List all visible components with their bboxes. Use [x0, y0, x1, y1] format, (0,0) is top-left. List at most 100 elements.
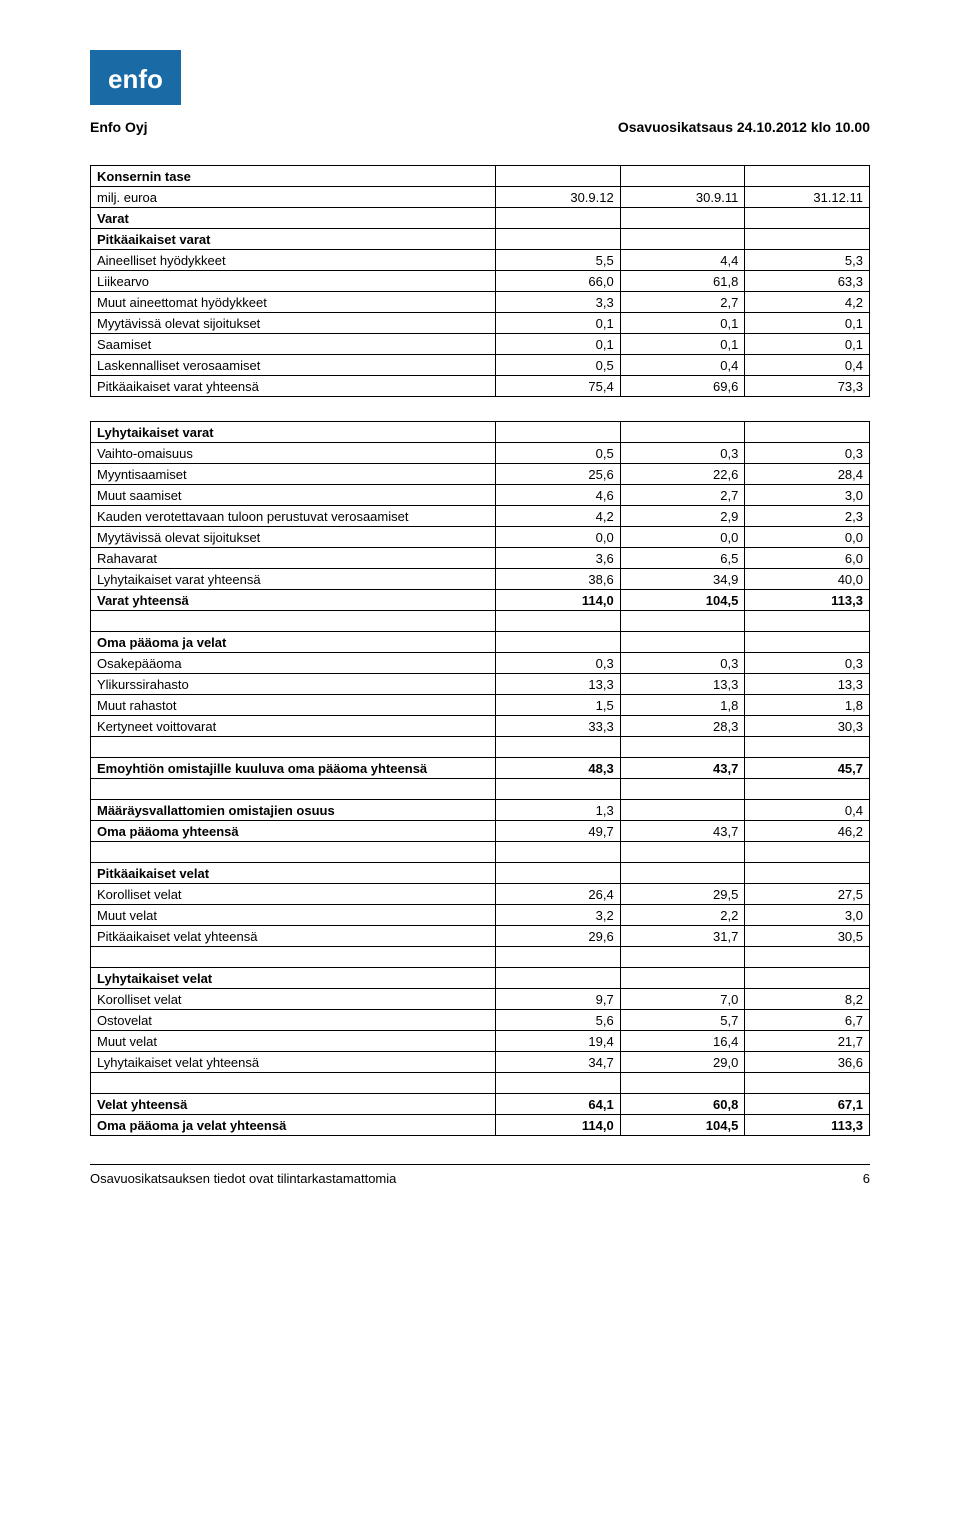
cell: 114,0 — [496, 1115, 621, 1136]
cell: 0,1 — [620, 313, 745, 334]
cell: 113,3 — [745, 590, 870, 611]
cell: 29,5 — [620, 884, 745, 905]
cell: 5,5 — [496, 250, 621, 271]
cell: 3,6 — [496, 548, 621, 569]
logo: enfo — [90, 50, 181, 105]
cell: 0,4 — [745, 800, 870, 821]
table-row — [91, 1073, 870, 1094]
row-label: Ylikurssirahasto — [91, 674, 496, 695]
row-label: Pitkäaikaiset velat yhteensä — [91, 926, 496, 947]
row-label: Rahavarat — [91, 548, 496, 569]
cell: 69,6 — [620, 376, 745, 397]
cell: 0,0 — [496, 527, 621, 548]
section-header: Lyhytaikaiset varat — [91, 422, 496, 443]
cell: 0,1 — [496, 313, 621, 334]
cell: 28,3 — [620, 716, 745, 737]
cell: 40,0 — [745, 569, 870, 590]
cell: 27,5 — [745, 884, 870, 905]
cell: 8,2 — [745, 989, 870, 1010]
row-label: Myyntisaamiset — [91, 464, 496, 485]
cell: 0,1 — [496, 334, 621, 355]
cell: 16,4 — [620, 1031, 745, 1052]
cell: 22,6 — [620, 464, 745, 485]
table-row: Aineelliset hyödykkeet 5,5 4,4 5,3 — [91, 250, 870, 271]
cell: 3,0 — [745, 905, 870, 926]
subtitle: milj. euroa — [91, 187, 496, 208]
cell: 5,6 — [496, 1010, 621, 1031]
cell — [620, 800, 745, 821]
cell: 0,3 — [745, 653, 870, 674]
cell: 4,4 — [620, 250, 745, 271]
table-row: Osakepääoma0,30,30,3 — [91, 653, 870, 674]
table-row: Korolliset velat9,77,08,2 — [91, 989, 870, 1010]
cell: 43,7 — [620, 821, 745, 842]
cell: 2,2 — [620, 905, 745, 926]
cell: 13,3 — [496, 674, 621, 695]
col-header: 30.9.12 — [496, 187, 621, 208]
cell: 5,7 — [620, 1010, 745, 1031]
cell: 3,2 — [496, 905, 621, 926]
section-header: Varat — [91, 208, 496, 229]
cell: 30,3 — [745, 716, 870, 737]
cell: 13,3 — [620, 674, 745, 695]
cell: 4,2 — [745, 292, 870, 313]
row-label: Myytävissä olevat sijoitukset — [91, 527, 496, 548]
table-row: Korolliset velat26,429,527,5 — [91, 884, 870, 905]
cell: 46,2 — [745, 821, 870, 842]
cell: 3,3 — [496, 292, 621, 313]
table-row: Vaihto-omaisuus0,50,30,3 — [91, 443, 870, 464]
cell: 104,5 — [620, 590, 745, 611]
table-row: Pitkäaikaiset varat — [91, 229, 870, 250]
cell: 63,3 — [745, 271, 870, 292]
table-row: milj. euroa 30.9.12 30.9.11 31.12.11 — [91, 187, 870, 208]
col-header: 30.9.11 — [620, 187, 745, 208]
cell: 114,0 — [496, 590, 621, 611]
cell: 36,6 — [745, 1052, 870, 1073]
cell: 33,3 — [496, 716, 621, 737]
row-label: Vaihto-omaisuus — [91, 443, 496, 464]
cell: 0,1 — [745, 334, 870, 355]
row-label: Muut saamiset — [91, 485, 496, 506]
row-label: Muut rahastot — [91, 695, 496, 716]
cell: 73,3 — [745, 376, 870, 397]
cell: 2,9 — [620, 506, 745, 527]
cell: 34,9 — [620, 569, 745, 590]
row-label: Määräysvallattomien omistajien osuus — [91, 800, 496, 821]
section-header: Oma pääoma ja velat — [91, 632, 496, 653]
cell: 1,8 — [745, 695, 870, 716]
table-row: Konsernin tase — [91, 166, 870, 187]
row-label: Osakepääoma — [91, 653, 496, 674]
cell: 61,8 — [620, 271, 745, 292]
cell: 28,4 — [745, 464, 870, 485]
table-row — [91, 737, 870, 758]
cell: 2,7 — [620, 485, 745, 506]
cell: 45,7 — [745, 758, 870, 779]
row-label: Oma pääoma ja velat yhteensä — [91, 1115, 496, 1136]
row-label: Varat yhteensä — [91, 590, 496, 611]
cell: 29,6 — [496, 926, 621, 947]
table-row: Emoyhtiön omistajille kuuluva oma pääoma… — [91, 758, 870, 779]
cell: 2,7 — [620, 292, 745, 313]
table-row: Saamiset 0,1 0,1 0,1 — [91, 334, 870, 355]
cell: 5,3 — [745, 250, 870, 271]
table-row: Pitkäaikaiset velat — [91, 863, 870, 884]
cell: 19,4 — [496, 1031, 621, 1052]
page-header: Enfo Oyj Osavuosikatsaus 24.10.2012 klo … — [90, 119, 870, 135]
row-label: Saamiset — [91, 334, 496, 355]
cell: 4,2 — [496, 506, 621, 527]
table-row: Lyhytaikaiset velat — [91, 968, 870, 989]
row-label: Emoyhtiön omistajille kuuluva oma pääoma… — [91, 758, 496, 779]
table-row: Pitkäaikaiset varat yhteensä 75,4 69,6 7… — [91, 376, 870, 397]
cell: 1,5 — [496, 695, 621, 716]
table-row: Varat — [91, 208, 870, 229]
cell: 113,3 — [745, 1115, 870, 1136]
cell: 7,0 — [620, 989, 745, 1010]
row-label: Ostovelat — [91, 1010, 496, 1031]
cell: 29,0 — [620, 1052, 745, 1073]
cell: 21,7 — [745, 1031, 870, 1052]
table-row: Myytävissä olevat sijoitukset0,00,00,0 — [91, 527, 870, 548]
cell: 66,0 — [496, 271, 621, 292]
cell: 104,5 — [620, 1115, 745, 1136]
cell: 1,3 — [496, 800, 621, 821]
cell: 26,4 — [496, 884, 621, 905]
